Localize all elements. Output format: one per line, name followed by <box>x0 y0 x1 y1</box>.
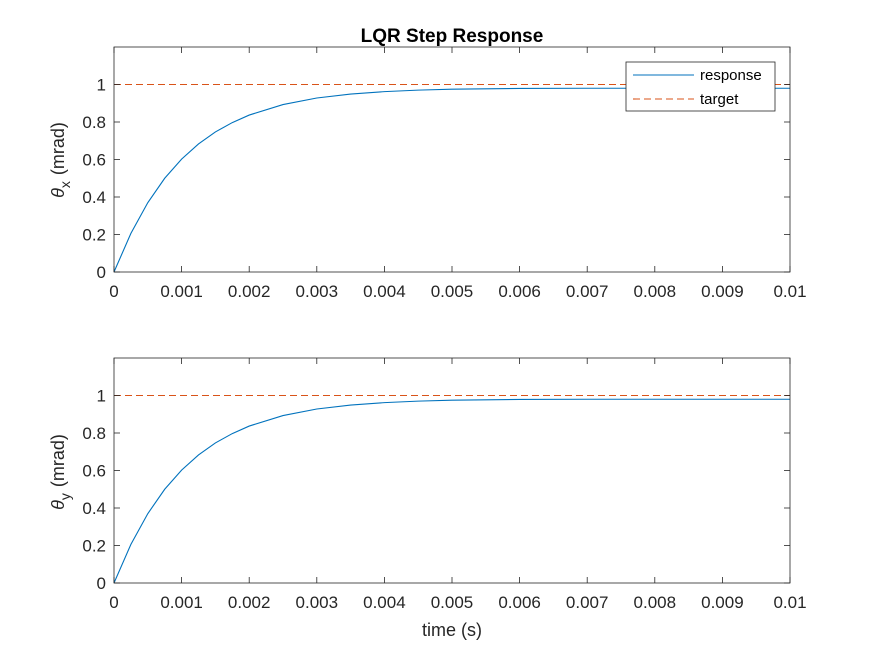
y-axis-label-theta-x: θx (mrad) <box>48 122 73 198</box>
y-tick-label: 0.8 <box>82 424 106 443</box>
x-tick-label: 0.005 <box>431 282 474 301</box>
y-axis-label-symbol: θ <box>48 500 68 510</box>
y-tick-label: 0.4 <box>82 499 106 518</box>
legend-box <box>625 61 776 112</box>
x-tick-label: 0.001 <box>160 593 203 612</box>
x-tick-label: 0.006 <box>498 282 541 301</box>
y-tick-label: 1 <box>97 387 106 406</box>
y-tick-label: 0.8 <box>82 113 106 132</box>
x-tick-label: 0.008 <box>634 282 677 301</box>
y-axis-label-unit: (mrad) <box>48 434 68 487</box>
legend: response target <box>625 61 776 112</box>
y-tick-label: 1 <box>97 76 106 95</box>
x-tick-label: 0.003 <box>296 593 339 612</box>
x-tick-label: 0.01 <box>773 282 806 301</box>
chart-title: LQR Step Response <box>361 26 544 47</box>
y-tick-label: 0.6 <box>82 462 106 481</box>
x-tick-label: 0.007 <box>566 282 609 301</box>
x-axis-label: time (s) <box>422 620 482 640</box>
svg-text:θx(mrad): θx (mrad) <box>48 122 73 198</box>
y-tick-label: 0.2 <box>82 226 106 245</box>
y-axis-label-theta-y: θy (mrad) <box>48 434 73 510</box>
y-tick-label: 0 <box>97 263 106 282</box>
x-tick-label: 0.003 <box>296 282 339 301</box>
y-tick-label: 0 <box>97 574 106 593</box>
legend-label-target: target <box>700 91 739 108</box>
x-tick-label: 0.005 <box>431 593 474 612</box>
x-tick-label: 0.004 <box>363 282 406 301</box>
subplot-theta-x: LQR Step Response θx (mrad) 0 0.001 0.002 0.… <box>48 26 807 301</box>
y-axis-label-subscript: x <box>57 181 73 188</box>
x-tick-label: 0 <box>109 282 118 301</box>
y-tick-label: 0.4 <box>82 188 106 207</box>
y-axis-label-symbol: θ <box>48 188 68 198</box>
subplot-theta-y: time (s) θy (mrad) 0 0.001 0.002 0.003 0.004 0… <box>48 357 807 640</box>
x-tick-label: 0.008 <box>634 593 677 612</box>
response-line <box>114 87 790 272</box>
svg-text:θy(mrad): θy (mrad) <box>48 434 73 510</box>
y-tick-label: 0.6 <box>82 151 106 170</box>
x-tick-label: 0.01 <box>773 593 806 612</box>
series-group <box>114 394 790 583</box>
x-tick-label: 0.009 <box>701 593 744 612</box>
response-line <box>114 398 790 583</box>
y-axis-label-unit: (mrad) <box>48 122 68 175</box>
x-tick-label: 0 <box>109 593 118 612</box>
y-tick-label: 0.2 <box>82 537 106 556</box>
x-tick-label: 0.004 <box>363 593 406 612</box>
y-axis-label-subscript: y <box>57 493 73 500</box>
x-tick-label: 0.002 <box>228 593 271 612</box>
x-tick-label: 0.001 <box>160 282 203 301</box>
x-tick-label: 0.007 <box>566 593 609 612</box>
x-tick-label: 0.006 <box>498 593 541 612</box>
x-tick-label: 0.009 <box>701 282 744 301</box>
x-tick-label: 0.002 <box>228 282 271 301</box>
legend-label-response: response <box>700 67 762 84</box>
